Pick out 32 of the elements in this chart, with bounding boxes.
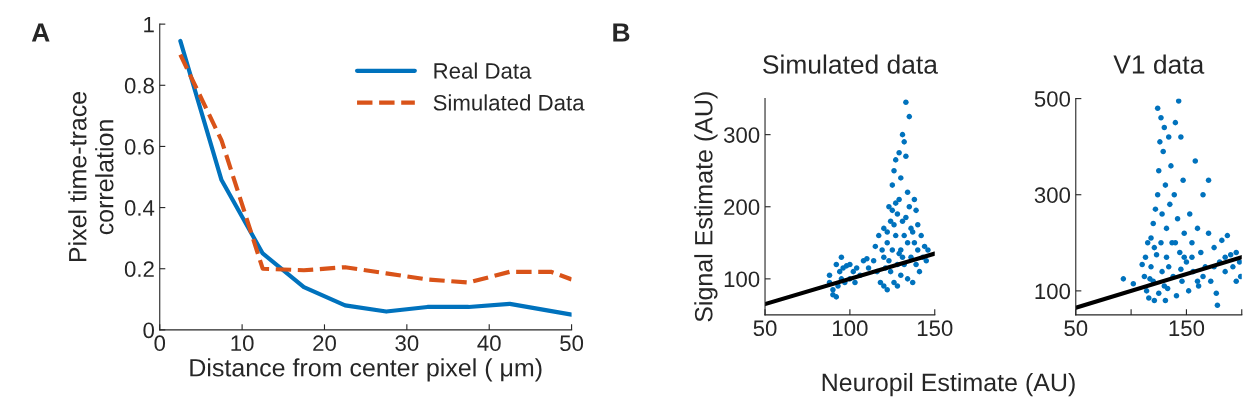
y-tick-label: 300 (723, 127, 760, 143)
text: B (613, 23, 630, 42)
x-axis-title: Distance from center pixel ( μm) (190, 358, 542, 382)
y-tick-label: 100 (724, 271, 760, 288)
x-tick-label: 20 (313, 335, 336, 352)
y-axis-title: Signal Estimate (AU) (694, 92, 718, 322)
chart-title: Simulated data (763, 54, 938, 74)
y-tick-label: 0.2 (124, 261, 154, 278)
y-tick-label: 0.4 (124, 200, 155, 216)
y-tick-label: 0.6 (124, 138, 154, 155)
x-tick-label: 40 (477, 335, 501, 352)
y-tick-label: 0.8 (124, 77, 154, 94)
y-tick-label: 1 (144, 16, 154, 33)
x-tick-label: 50 (753, 320, 777, 337)
x-tick-label: 50 (560, 335, 584, 352)
y-axis-title: Pixel time-trace correlation (68, 91, 114, 262)
y-tick-label: 500 (1034, 91, 1071, 107)
legend-label: Real Data (434, 62, 532, 79)
x-axis-title: Neuropil Estimate (AU) (822, 372, 1075, 397)
x-tick-label: 10 (231, 335, 254, 352)
y-tick-label: 200 (724, 199, 760, 216)
x-tick-label: 100 (833, 320, 868, 337)
text: A (31, 23, 50, 42)
x-tick-label: 150 (917, 320, 953, 337)
x-tick-label: 50 (1064, 320, 1088, 337)
y-tick-label: 100 (1035, 283, 1071, 300)
x-tick-label: 30 (395, 335, 419, 352)
x-tick-label: 0 (154, 335, 166, 352)
y-tick-label: 300 (1034, 187, 1071, 204)
chart-title: V1 data (1113, 54, 1205, 74)
legend-label: Simulated Data (433, 94, 585, 111)
x-tick-label: 150 (1169, 320, 1205, 337)
